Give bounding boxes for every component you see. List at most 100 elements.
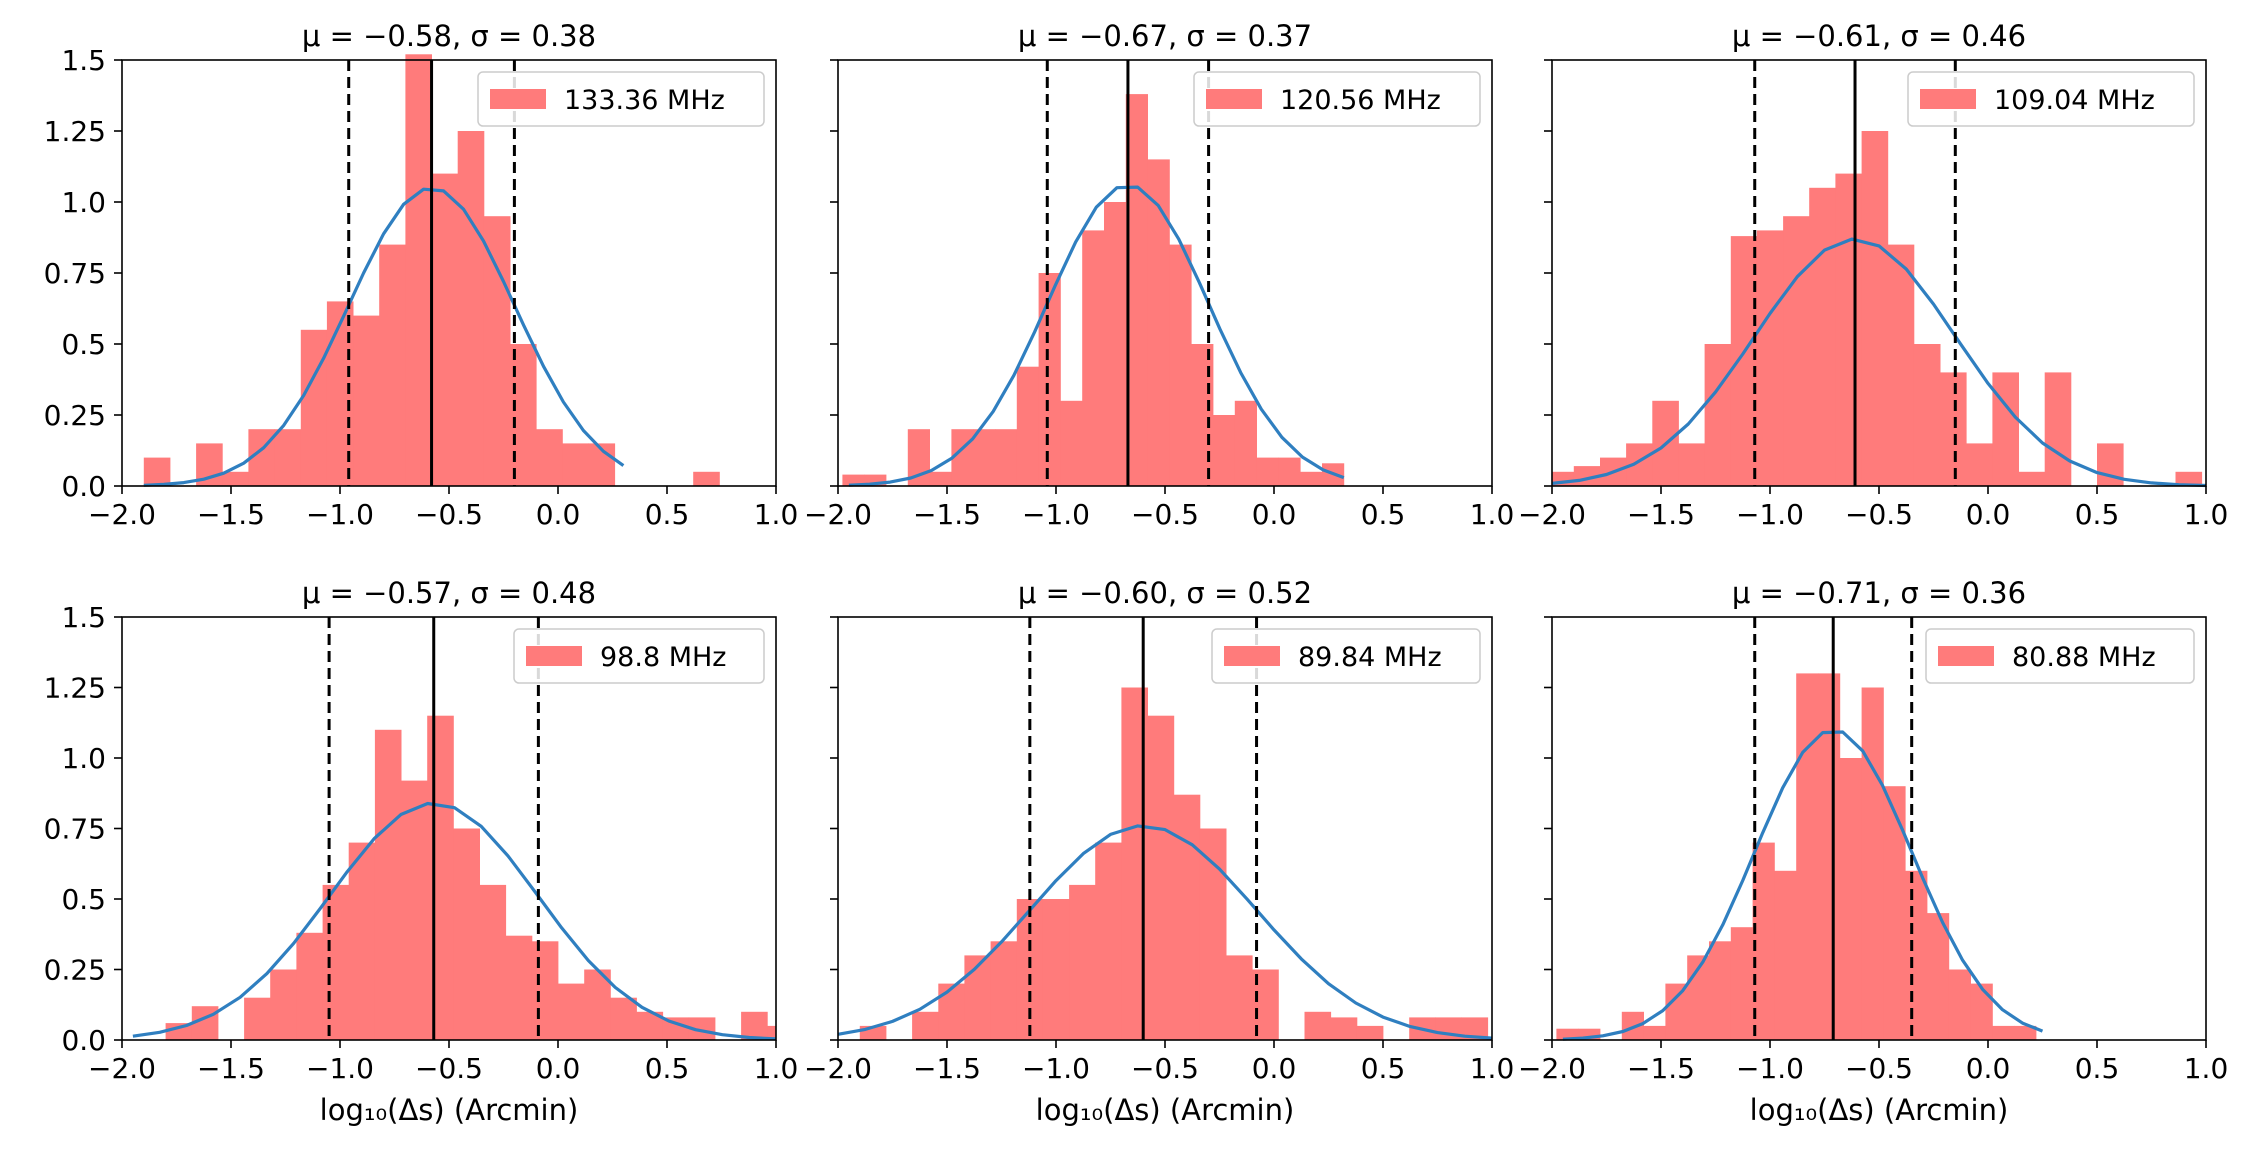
- y-tick-label: 0.75: [44, 257, 106, 290]
- histogram-bar: [2018, 471, 2046, 486]
- gaussian-fit-line: [837, 824, 1493, 1040]
- x-axis-label: log₁₀(Δs) (Arcmin): [1036, 1093, 1295, 1127]
- histogram-bar: [1016, 366, 1039, 486]
- histogram-bar: [353, 315, 380, 486]
- y-tick-label: 1.25: [44, 115, 106, 148]
- histogram-bar: [401, 780, 428, 1040]
- histogram-bar: [1199, 828, 1227, 1040]
- histogram-bar: [1678, 443, 1705, 486]
- x-tick-label: 0.0: [1966, 498, 2011, 531]
- histogram-bar: [1783, 216, 1810, 486]
- legend-label: 133.36 MHz: [564, 85, 725, 116]
- histogram-bar: [1069, 884, 1096, 1040]
- gaussian-fit-line: [143, 187, 625, 487]
- y-tick-label: 0.25: [44, 954, 106, 987]
- legend: 109.04 MHz: [1907, 71, 2195, 127]
- y-axis: [1544, 59, 1552, 487]
- histogram-bar: [270, 969, 297, 1040]
- histogram-bar: [1992, 1025, 2015, 1040]
- histogram-bar: [300, 329, 328, 486]
- legend-box: [1907, 71, 2195, 127]
- histogram-bar: [1213, 415, 1236, 486]
- panel-2: −2.0 −1.5 −1.0 −0.5 0.0 0.5 1.0 μ = −0.67, σ = …: [804, 19, 1514, 531]
- x-tick-label: −1.5: [197, 1052, 265, 1085]
- histogram-bar: [964, 955, 991, 1040]
- histogram-bar: [510, 344, 537, 486]
- x-tick-label: 1.0: [1470, 498, 1515, 531]
- histogram-bar: [1730, 236, 1758, 486]
- histogram-bar: [1234, 400, 1257, 486]
- legend-box: [1211, 628, 1481, 684]
- histogram-bar: [562, 443, 589, 486]
- histogram-bar: [405, 54, 432, 487]
- histogram-bar: [1256, 457, 1279, 486]
- y-tick-label: 1.0: [61, 742, 106, 775]
- legend-label: 120.56 MHz: [1280, 85, 1441, 116]
- histogram-bar: [1709, 941, 1732, 1040]
- histogram-bars: [842, 94, 1345, 486]
- x-tick-label: −1.5: [1627, 1052, 1695, 1085]
- x-tick-label: 1.0: [754, 1052, 799, 1085]
- gaussian-fit-line: [848, 185, 1345, 487]
- x-tick-label: −0.5: [1131, 498, 1199, 531]
- histogram-bar: [427, 715, 454, 1040]
- histogram-bar: [1665, 983, 1688, 1040]
- x-axis: −2.0 −1.5 −1.0 −0.5 0.0 0.5 1.0: [804, 1040, 1514, 1085]
- histogram-bars: [859, 687, 1489, 1040]
- histogram-bar: [1095, 842, 1122, 1040]
- histogram-bar: [1304, 1011, 1332, 1040]
- histogram-bar: [1169, 244, 1192, 486]
- histogram-bar: [379, 244, 406, 486]
- histogram-bar: [1913, 344, 1941, 486]
- histogram-bar: [912, 1011, 939, 1040]
- y-axis: [830, 616, 838, 1041]
- histogram-bar: [1704, 344, 1732, 486]
- x-tick-label: −1.0: [1736, 1052, 1804, 1085]
- histogram-bar: [584, 969, 611, 1040]
- histogram-bar: [1835, 173, 1862, 486]
- histogram-bar: [1191, 344, 1214, 486]
- legend-box: [513, 628, 765, 684]
- histogram-bar: [374, 729, 402, 1040]
- y-axis: 0.0 0.25 0.5 0.75 1.0 1.25 1.5: [44, 44, 122, 503]
- histogram-bar: [1809, 187, 1836, 487]
- x-tick-label: −2.0: [1518, 498, 1586, 531]
- histogram-bar: [1556, 1028, 1579, 1040]
- legend: 80.88 MHz: [1925, 628, 2195, 684]
- y-tick-label: 1.5: [61, 601, 106, 634]
- histogram-bar: [1774, 870, 1797, 1040]
- histogram-bar: [1147, 715, 1175, 1040]
- legend: 133.36 MHz: [477, 71, 765, 127]
- histogram-bar: [938, 983, 965, 1040]
- legend-label: 89.84 MHz: [1298, 642, 1442, 673]
- x-tick-label: 0.0: [1966, 1052, 2011, 1085]
- x-tick-label: −1.0: [1736, 498, 1804, 531]
- legend-swatch: [1206, 89, 1262, 109]
- gaussian-fit-line: [1551, 237, 2207, 488]
- histogram-bars: [165, 715, 777, 1040]
- x-axis: −2.0 −1.5 −1.0 −0.5 0.0 0.5 1.0: [88, 486, 798, 531]
- histogram-bar: [1578, 1028, 1601, 1040]
- x-tick-label: 0.5: [1361, 498, 1406, 531]
- histogram-bar: [973, 429, 996, 486]
- x-tick-label: −1.5: [1627, 498, 1695, 531]
- histogram-bar: [483, 216, 511, 486]
- histogram-bar: [688, 1017, 716, 1040]
- x-tick-label: 0.5: [645, 1052, 690, 1085]
- histogram-bar: [1042, 899, 1070, 1040]
- histogram-bar: [2175, 471, 2203, 486]
- histogram-bar: [1730, 927, 1753, 1040]
- histogram-bar: [1300, 471, 1323, 486]
- legend-box: [477, 71, 765, 127]
- histogram-bar: [1643, 1025, 1666, 1040]
- x-tick-label: −2.0: [88, 1052, 156, 1085]
- histogram-bar: [1330, 1017, 1358, 1040]
- histogram-bar: [1173, 794, 1201, 1040]
- histogram-bar: [1082, 230, 1105, 486]
- histogram-bar: [1461, 1017, 1489, 1040]
- histogram-bar: [1970, 983, 1993, 1040]
- histogram-bar: [143, 457, 171, 486]
- legend-swatch: [1920, 89, 1976, 109]
- legend: 120.56 MHz: [1193, 71, 1481, 127]
- histogram-bar: [505, 935, 533, 1040]
